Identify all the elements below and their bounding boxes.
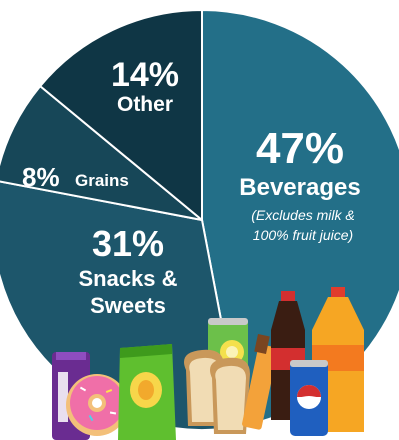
bread-icon xyxy=(184,349,250,434)
slice-beverages-percent: 47% xyxy=(256,124,344,173)
slice-grains xyxy=(0,84,203,221)
slice-snacks-label-line2: Sweets xyxy=(90,293,166,318)
slice-beverages-note-line1: (Excludes milk & xyxy=(251,207,354,223)
slice-other-percent: 14% xyxy=(111,56,179,94)
slice-snacks-label-line1: Snacks & xyxy=(78,266,177,291)
pie-slices xyxy=(0,8,399,431)
pepsi-can-icon xyxy=(290,360,328,436)
slice-snacks-percent: 31% xyxy=(92,223,164,264)
slice-other xyxy=(38,8,203,223)
slice-grains-label: Grains xyxy=(75,171,129,190)
chocolate-bar-icon xyxy=(242,333,278,430)
slice-grains-percent: 8% xyxy=(22,162,60,192)
slice-other-label: Other xyxy=(117,93,173,116)
slice-beverages-note-line2: 100% fruit juice) xyxy=(253,227,353,243)
slice-beverages-label: Beverages xyxy=(239,174,360,201)
food-illustrations xyxy=(52,287,364,440)
donut-icon xyxy=(66,374,128,436)
chips-bag-icon xyxy=(118,344,176,440)
